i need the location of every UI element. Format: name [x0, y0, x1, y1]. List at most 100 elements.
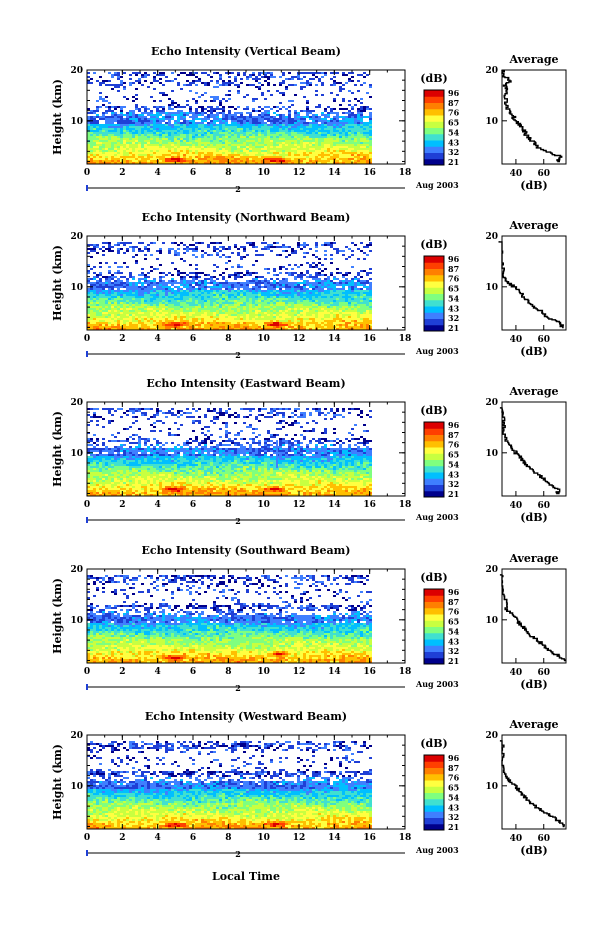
- heatmap-cell: [132, 294, 135, 296]
- heatmap-cell: [339, 108, 342, 110]
- heatmap-cell: [207, 320, 210, 322]
- heatmap-cell: [318, 322, 321, 324]
- heatmap-cell: [108, 154, 111, 156]
- heatmap-cell: [228, 116, 231, 118]
- heatmap-cell: [369, 324, 372, 326]
- heatmap-cell: [294, 148, 297, 150]
- heatmap-cell: [162, 314, 165, 316]
- heatmap-cell: [144, 132, 147, 134]
- heatmap-cell: [228, 156, 231, 158]
- heatmap-cell: [216, 306, 219, 308]
- heatmap-cell: [306, 292, 309, 294]
- heatmap-cell: [90, 112, 93, 114]
- heatmap-cell: [276, 298, 279, 300]
- heatmap-cell: [306, 110, 309, 112]
- heatmap-cell: [177, 84, 180, 86]
- heatmap-cell: [345, 152, 348, 154]
- heatmap-cell: [126, 142, 129, 144]
- heatmap-cell: [279, 138, 282, 140]
- heatmap-cell: [159, 140, 162, 142]
- heatmap-cell: [288, 156, 291, 158]
- heatmap-cell: [156, 118, 159, 120]
- heatmap-cell: [213, 326, 216, 328]
- heatmap-cell: [150, 112, 153, 114]
- heatmap-cell: [363, 144, 366, 146]
- heatmap-cell: [153, 326, 156, 328]
- heatmap-cell: [150, 120, 153, 122]
- heatmap-cell: [255, 150, 258, 152]
- heatmap-cell: [147, 320, 150, 322]
- heatmap-cell: [180, 144, 183, 146]
- heatmap-cell: [324, 142, 327, 144]
- heatmap-cell: [219, 138, 222, 140]
- heatmap-cell: [363, 110, 366, 112]
- heatmap-cell: [180, 130, 183, 132]
- heatmap-cell: [291, 310, 294, 312]
- heatmap-cell: [105, 312, 108, 314]
- heatmap-cell: [246, 78, 249, 80]
- heatmap-cell: [96, 140, 99, 142]
- heatmap-cell: [159, 328, 162, 330]
- heatmap-cell: [105, 320, 108, 322]
- heatmap-cell: [156, 120, 159, 122]
- heatmap-cell: [342, 146, 345, 148]
- heatmap-cell: [96, 316, 99, 318]
- heatmap-cell: [255, 162, 258, 164]
- heatmap-cell: [339, 288, 342, 290]
- heatmap-cell: [171, 322, 174, 324]
- heatmap-cell: [366, 304, 369, 306]
- heatmap-cell: [165, 126, 168, 128]
- heatmap-cell: [150, 128, 153, 130]
- heatmap-cell: [120, 324, 123, 326]
- heatmap-cell: [303, 132, 306, 134]
- heatmap-cell: [138, 126, 141, 128]
- heatmap-cell: [285, 142, 288, 144]
- heatmap-cell: [90, 110, 93, 112]
- heatmap-cell: [360, 302, 363, 304]
- heatmap-cell: [150, 146, 153, 148]
- heatmap-cell: [171, 80, 174, 82]
- heatmap-cell: [183, 316, 186, 318]
- heatmap-cell: [219, 298, 222, 300]
- heatmap-cell: [219, 140, 222, 142]
- heatmap-cell: [141, 312, 144, 314]
- heatmap-cell: [153, 160, 156, 162]
- heatmap-cell: [129, 288, 132, 290]
- heatmap-cell: [144, 144, 147, 146]
- heatmap-cell: [234, 308, 237, 310]
- heatmap-cell: [123, 124, 126, 126]
- heatmap-cell: [189, 148, 192, 150]
- heatmap-cell: [273, 302, 276, 304]
- heatmap-cell: [342, 298, 345, 300]
- heatmap-cell: [165, 136, 168, 138]
- heatmap-cell: [228, 308, 231, 310]
- heatmap-cell: [207, 306, 210, 308]
- heatmap-cell: [264, 142, 267, 144]
- heatmap-cell: [246, 116, 249, 118]
- heatmap-cell: [264, 132, 267, 134]
- heatmap-cell: [288, 106, 291, 108]
- heatmap-cell: [348, 312, 351, 314]
- heatmap-cell: [210, 126, 213, 128]
- heatmap-cell: [171, 290, 174, 292]
- heatmap-cell: [276, 162, 279, 164]
- heatmap-cell: [327, 326, 330, 328]
- heatmap-cell: [318, 310, 321, 312]
- heatmap-cell: [369, 156, 372, 158]
- heatmap-cell: [141, 122, 144, 124]
- heatmap-cell: [162, 320, 165, 322]
- heatmap-cell: [249, 112, 252, 114]
- heatmap-cell: [132, 288, 135, 290]
- heatmap-cell: [117, 158, 120, 160]
- heatmap-cell: [330, 132, 333, 134]
- heatmap-cell: [288, 318, 291, 320]
- heatmap-cell: [288, 132, 291, 134]
- heatmap-cell: [213, 132, 216, 134]
- heatmap-cell: [288, 152, 291, 154]
- heatmap-cell: [111, 302, 114, 304]
- heatmap-cell: [204, 138, 207, 140]
- heatmap-cell: [354, 118, 357, 120]
- heatmap-cell: [294, 298, 297, 300]
- heatmap-cell: [135, 132, 138, 134]
- heatmap-cell: [177, 130, 180, 132]
